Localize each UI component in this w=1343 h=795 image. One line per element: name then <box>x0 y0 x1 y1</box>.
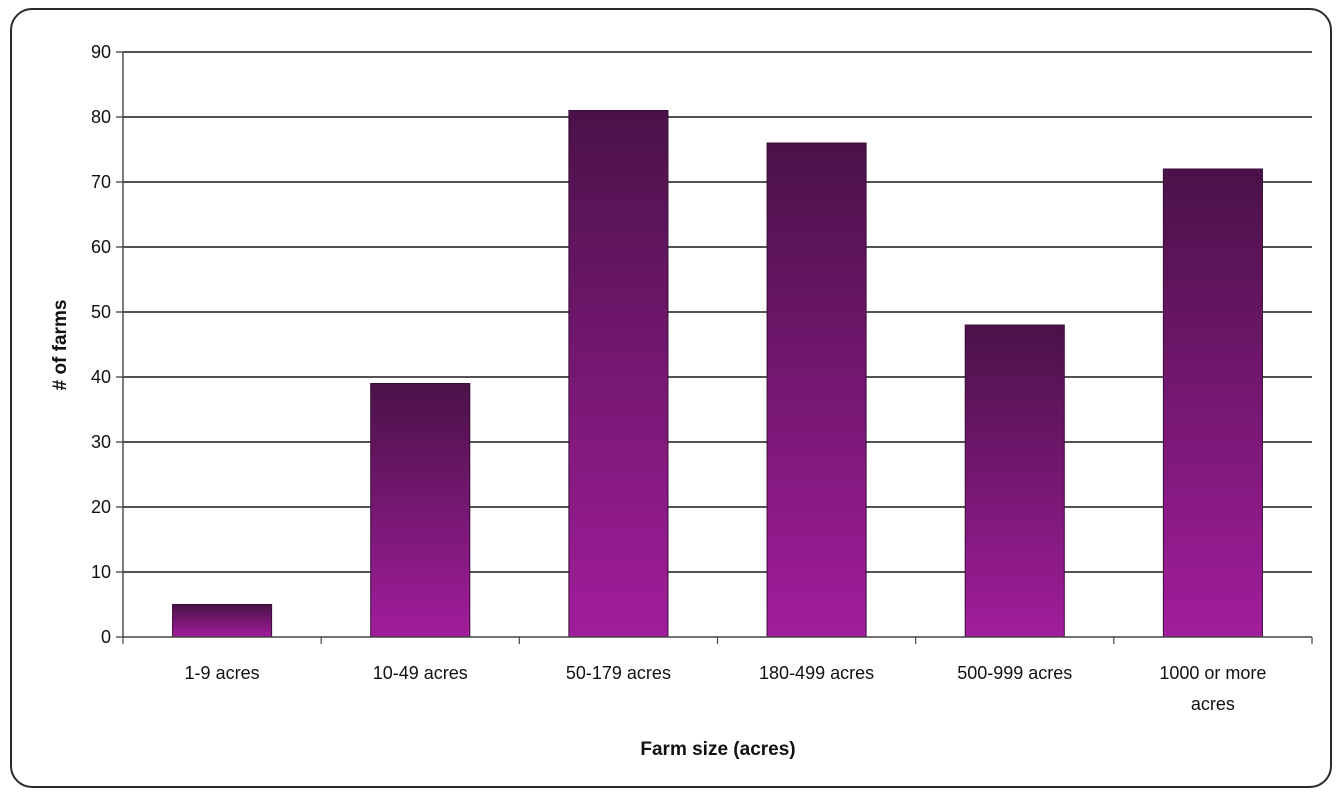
bar-0 <box>172 604 273 638</box>
y-axis-title: # of farms <box>50 300 71 391</box>
bar-1 <box>370 383 471 638</box>
y-tick-label: 70 <box>91 172 111 192</box>
bar-3 <box>766 142 867 638</box>
bar-2 <box>568 110 669 638</box>
chart-frame <box>10 8 1332 788</box>
grid-lines <box>116 51 1312 638</box>
x-tick-label: 1000 or more acres <box>1159 663 1266 714</box>
y-tick-labels: 0 10 20 30 40 50 60 70 80 90 <box>91 42 111 647</box>
x-axis-title: Farm size (acres) <box>640 739 795 760</box>
x-tick-label: 180-499 acres <box>759 663 874 683</box>
y-tick-label: 50 <box>91 302 111 322</box>
y-tick-label: 20 <box>91 497 111 517</box>
y-tick-label: 30 <box>91 432 111 452</box>
x-tick-label: 1-9 acres <box>185 663 260 683</box>
y-tick-label: 80 <box>91 107 111 127</box>
x-tick-label: 50-179 acres <box>566 663 671 683</box>
bars <box>172 110 1263 638</box>
y-tick-label: 60 <box>91 237 111 257</box>
y-tick-label: 90 <box>91 42 111 62</box>
y-tick-label: 10 <box>91 562 111 582</box>
y-tick-label: 0 <box>101 627 111 647</box>
x-tick-labels: 1-9 acres 10-49 acres 50-179 acres 180-499 … <box>185 663 1267 714</box>
y-tick-label: 40 <box>91 367 111 387</box>
axes <box>122 52 1313 644</box>
x-tick-label: 10-49 acres <box>373 663 468 683</box>
bar-5 <box>1162 168 1263 638</box>
x-tick-label: 500-999 acres <box>957 663 1072 683</box>
bar-4 <box>964 324 1065 638</box>
